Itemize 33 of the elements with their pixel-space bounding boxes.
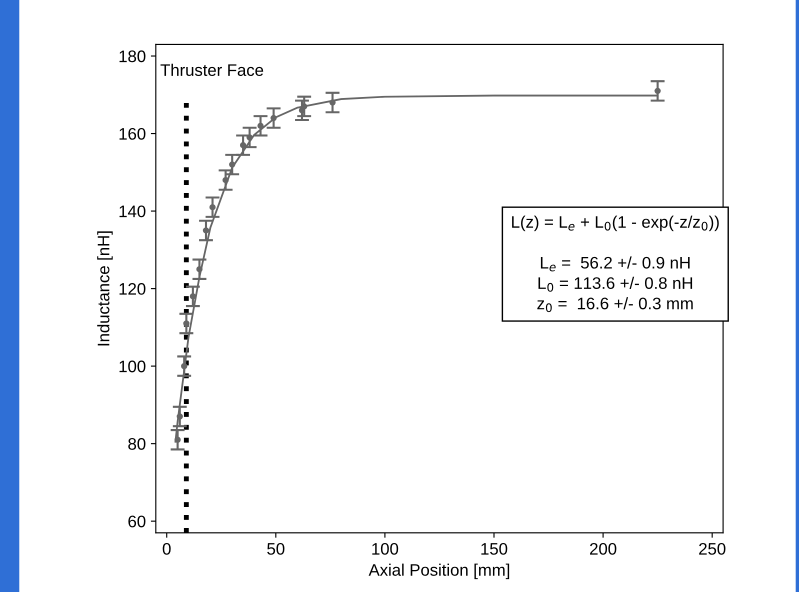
x-tick-label: 250 <box>699 542 726 555</box>
point <box>202 227 210 234</box>
point <box>183 320 190 327</box>
point <box>246 134 253 141</box>
point <box>270 114 277 122</box>
point <box>190 293 196 300</box>
point <box>209 204 216 210</box>
text: L(z) = L$_{e}$ + L$_{0}$(1 - exp(-z/z$_{0}$)) L$_{e}$ = 56.2 +/- 0.9 nH L$_{0}$ = 113.6 +/- 0.8 nH z$_{0}$ = 16.6 +/- 0.3 mm <box>512 216 719 312</box>
y-tick-label: 80 <box>128 438 146 450</box>
x-tick-label: 50 <box>267 542 284 555</box>
point <box>329 99 336 106</box>
point <box>229 161 236 168</box>
x-tick-label: 100 <box>372 542 398 555</box>
y-tick-label: 140 <box>120 205 146 218</box>
point <box>196 266 203 272</box>
y-axis-title: Inductance [nH] <box>97 231 113 346</box>
x-tick-label: 0 <box>162 542 171 555</box>
point <box>222 176 229 184</box>
x-tick-label: 150 <box>481 542 508 555</box>
y-tick-label: 60 <box>128 516 146 528</box>
point <box>181 363 188 370</box>
point <box>176 413 183 420</box>
y-tick-label: 180 <box>120 50 146 62</box>
y-tick-label: 160 <box>120 128 146 140</box>
x-axis-title: Axial Position [mm] <box>368 564 510 580</box>
point <box>174 436 181 443</box>
x-tick-label: 200 <box>590 542 616 555</box>
point <box>240 142 246 148</box>
point <box>257 122 264 129</box>
point <box>654 88 661 94</box>
y-tick-label: 100 <box>120 360 146 372</box>
ref-line-label: Thruster Face <box>160 64 264 76</box>
y-tick-label: 120 <box>120 283 146 295</box>
